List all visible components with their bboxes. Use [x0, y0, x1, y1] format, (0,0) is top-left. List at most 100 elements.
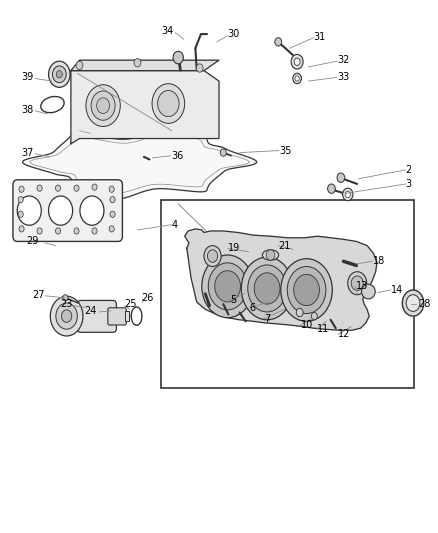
- Text: 12: 12: [338, 329, 351, 340]
- Text: 34: 34: [161, 27, 173, 36]
- Text: 32: 32: [337, 55, 350, 65]
- FancyBboxPatch shape: [13, 180, 123, 241]
- Circle shape: [74, 228, 79, 234]
- Text: 21: 21: [278, 240, 290, 251]
- Text: 29: 29: [26, 237, 38, 246]
- Polygon shape: [71, 60, 219, 71]
- Text: 25: 25: [124, 299, 137, 309]
- Polygon shape: [185, 229, 377, 330]
- Circle shape: [80, 196, 104, 225]
- Text: 3: 3: [406, 179, 412, 189]
- Circle shape: [50, 296, 83, 336]
- Circle shape: [152, 84, 185, 123]
- Circle shape: [17, 196, 41, 225]
- FancyBboxPatch shape: [78, 301, 117, 332]
- Circle shape: [241, 257, 293, 320]
- Text: 33: 33: [337, 72, 349, 83]
- Text: 38: 38: [21, 105, 34, 115]
- Circle shape: [402, 290, 424, 316]
- Circle shape: [109, 186, 114, 192]
- Circle shape: [204, 246, 221, 266]
- Text: 27: 27: [32, 290, 45, 300]
- Circle shape: [56, 303, 78, 329]
- Bar: [161, 200, 414, 387]
- Circle shape: [208, 263, 247, 310]
- Circle shape: [109, 226, 114, 232]
- Circle shape: [337, 173, 345, 182]
- Text: 35: 35: [279, 146, 291, 156]
- Circle shape: [345, 191, 350, 198]
- Circle shape: [208, 250, 218, 262]
- Circle shape: [343, 188, 353, 201]
- Text: 14: 14: [391, 285, 403, 295]
- Circle shape: [18, 211, 23, 217]
- Text: 36: 36: [171, 151, 183, 161]
- Circle shape: [248, 265, 286, 312]
- Circle shape: [92, 184, 97, 190]
- Text: 2: 2: [406, 165, 412, 175]
- Circle shape: [37, 228, 42, 234]
- Text: 13: 13: [356, 281, 368, 292]
- Circle shape: [295, 76, 299, 81]
- Ellipse shape: [361, 284, 375, 299]
- Circle shape: [215, 271, 240, 302]
- Circle shape: [63, 295, 68, 301]
- Circle shape: [311, 312, 317, 320]
- Circle shape: [49, 196, 73, 225]
- Circle shape: [86, 85, 120, 126]
- Circle shape: [196, 64, 203, 72]
- Circle shape: [134, 59, 141, 67]
- Circle shape: [76, 61, 83, 70]
- Text: 39: 39: [21, 72, 34, 83]
- Text: 19: 19: [228, 243, 240, 253]
- Circle shape: [294, 274, 319, 306]
- Circle shape: [61, 310, 72, 322]
- Circle shape: [56, 228, 60, 234]
- Circle shape: [293, 73, 301, 84]
- Circle shape: [158, 91, 179, 117]
- Text: 31: 31: [314, 31, 326, 42]
- Circle shape: [91, 91, 115, 120]
- Circle shape: [19, 226, 24, 232]
- Text: 5: 5: [230, 295, 236, 305]
- Text: 7: 7: [264, 314, 270, 324]
- Text: 28: 28: [419, 299, 431, 309]
- Text: 23: 23: [60, 299, 73, 309]
- Text: 6: 6: [249, 303, 255, 313]
- Text: 18: 18: [373, 256, 385, 266]
- Circle shape: [49, 61, 70, 87]
- Circle shape: [294, 58, 300, 66]
- Circle shape: [19, 186, 24, 192]
- Bar: [125, 311, 129, 321]
- Circle shape: [348, 272, 367, 295]
- Circle shape: [57, 71, 62, 78]
- Circle shape: [56, 185, 60, 191]
- Circle shape: [351, 276, 363, 290]
- Circle shape: [37, 185, 42, 191]
- Circle shape: [202, 255, 253, 318]
- Text: 30: 30: [228, 29, 240, 39]
- Circle shape: [291, 54, 303, 69]
- Circle shape: [296, 308, 303, 317]
- Text: 10: 10: [300, 320, 313, 330]
- Circle shape: [287, 266, 326, 313]
- Circle shape: [266, 250, 275, 260]
- Polygon shape: [71, 71, 219, 144]
- Circle shape: [92, 228, 97, 234]
- Circle shape: [53, 66, 66, 83]
- Circle shape: [254, 273, 280, 304]
- Circle shape: [281, 259, 332, 321]
- Polygon shape: [23, 128, 257, 199]
- Circle shape: [275, 38, 282, 46]
- Circle shape: [406, 295, 420, 311]
- FancyBboxPatch shape: [108, 308, 126, 325]
- Circle shape: [110, 211, 115, 217]
- Circle shape: [328, 184, 336, 193]
- Text: 26: 26: [142, 293, 154, 303]
- Circle shape: [74, 185, 79, 191]
- Circle shape: [18, 197, 23, 203]
- Circle shape: [220, 149, 226, 156]
- Circle shape: [110, 197, 115, 203]
- Ellipse shape: [262, 250, 279, 260]
- Text: 37: 37: [21, 148, 34, 158]
